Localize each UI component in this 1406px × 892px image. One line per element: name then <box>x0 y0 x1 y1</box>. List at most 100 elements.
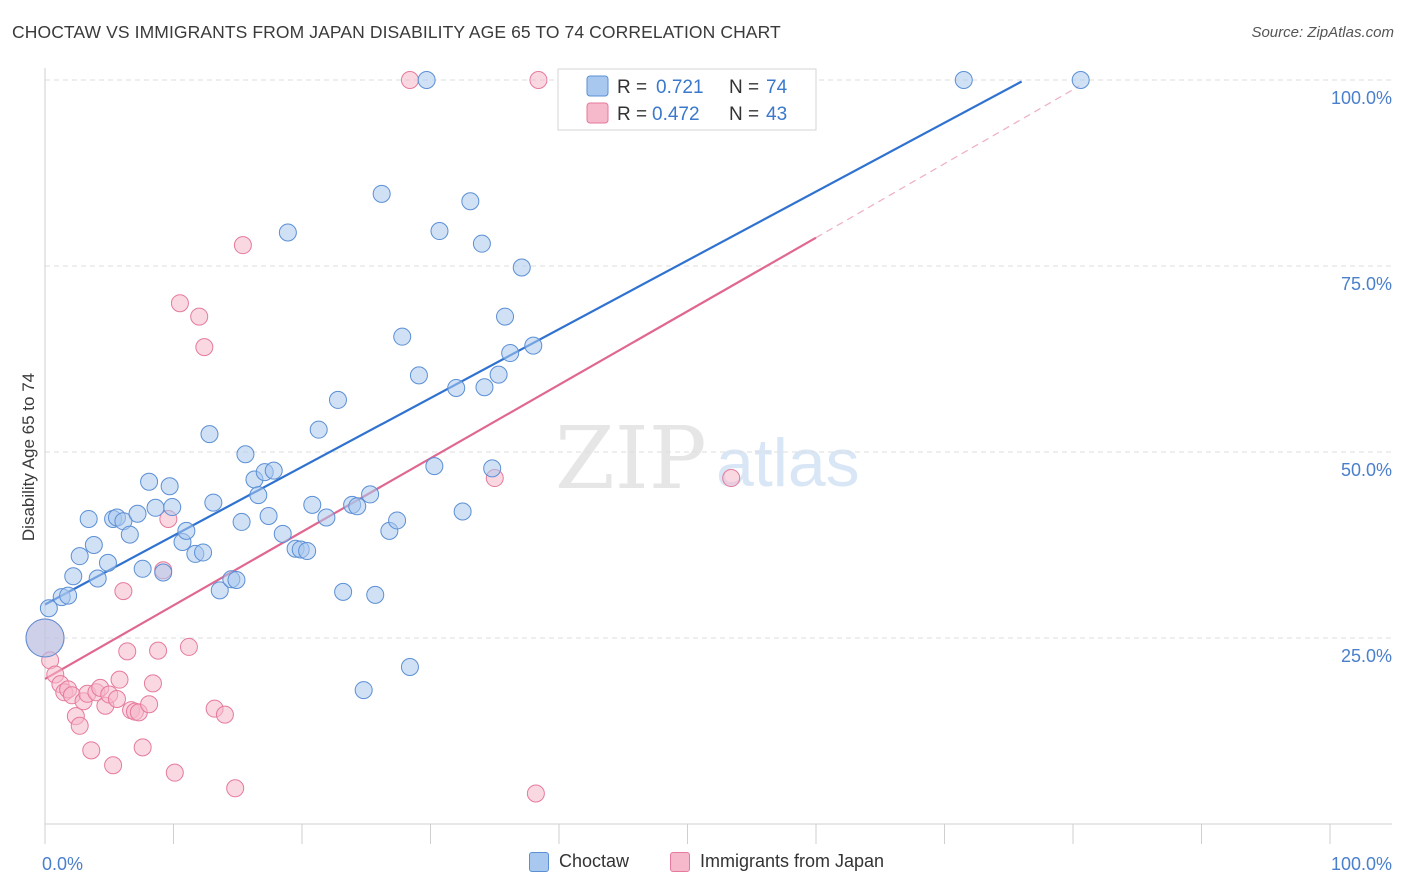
legend-r-label-1: R = <box>617 77 647 98</box>
data-points <box>25 71 1090 803</box>
source-label: Source: ZipAtlas.com <box>1251 24 1394 41</box>
choctaw-point-4 <box>59 586 78 605</box>
japan-point-34 <box>190 307 209 326</box>
japan-point-18 <box>107 690 126 709</box>
choctaw-point-25 <box>194 543 213 562</box>
japan-point-38 <box>226 779 245 798</box>
choctaw-point-15 <box>128 504 147 523</box>
choctaw-point-61 <box>430 222 449 241</box>
choctaw-point-45 <box>317 508 336 527</box>
choctaw-point-69 <box>501 344 520 363</box>
choctaw-point-72 <box>954 71 973 89</box>
legend-r-label-2: R = <box>617 104 647 125</box>
x-tick-label-max: 100.0% <box>1331 854 1392 874</box>
choctaw-point-36 <box>259 506 278 525</box>
japan-point-26 <box>140 695 159 714</box>
choctaw-point-42 <box>298 541 317 560</box>
japan-point-27 <box>143 674 162 693</box>
legend-n-label-2: N = <box>729 104 759 125</box>
choctaw-point-60 <box>425 457 444 476</box>
choctaw-point-8 <box>84 536 103 554</box>
choctaw-point-62 <box>447 379 466 398</box>
choctaw-point-31 <box>232 512 251 531</box>
choctaw-point-5 <box>64 567 83 586</box>
japan-point-17 <box>104 756 123 775</box>
japan-trend-extension <box>815 85 1080 239</box>
x-tick-label-min: 0.0% <box>42 854 83 874</box>
choctaw-point-53 <box>372 184 391 203</box>
japan-point-39 <box>233 236 252 255</box>
choctaw-point-50 <box>354 681 373 700</box>
chart-title: CHOCTAW VS IMMIGRANTS FROM JAPAN DISABIL… <box>12 22 781 42</box>
legend-r-value-1: 0.721 <box>656 77 704 98</box>
y-tick-label-3: 75.0% <box>1341 274 1392 294</box>
japan-point-33 <box>179 637 198 656</box>
legend-swatch-choctaw <box>586 75 609 97</box>
choctaw-point-74 <box>472 234 491 253</box>
choctaw-point-39 <box>278 223 297 242</box>
y-tick-label-4: 100.0% <box>1331 88 1392 108</box>
legend-n-value-1: 74 <box>766 77 788 98</box>
choctaw-point-21 <box>163 498 182 517</box>
choctaw-point-47 <box>334 582 353 601</box>
choctaw-point-16 <box>133 559 152 578</box>
choctaw-point-34 <box>249 486 268 505</box>
choctaw-point-71 <box>524 336 543 355</box>
choctaw-point-43 <box>303 495 322 514</box>
choctaw-point-70 <box>512 258 531 277</box>
legend-label-choctaw: Choctaw <box>559 851 630 871</box>
choctaw-point-17 <box>140 472 159 491</box>
y-tick-label-1: 25.0% <box>1341 646 1392 666</box>
choctaw-point-26 <box>200 425 219 444</box>
japan-point-12 <box>82 741 101 760</box>
legend-n-value-2: 43 <box>766 104 787 125</box>
choctaw-point-32 <box>236 445 255 464</box>
japan-point-28 <box>149 641 168 660</box>
japan-point-40 <box>400 71 419 89</box>
trend-lines <box>44 80 1080 680</box>
choctaw-point-37 <box>264 461 283 480</box>
grid-lines <box>45 79 1392 639</box>
japan-swatch <box>670 851 690 872</box>
choctaw-point-68 <box>496 307 515 326</box>
choctaw-point-38 <box>273 524 292 543</box>
choctaw-point-52 <box>366 585 385 604</box>
choctaw-point-56 <box>393 327 412 346</box>
legend-r-value-2: 0.472 <box>652 104 700 125</box>
choctaw-point-58 <box>409 366 428 385</box>
choctaw-point-10 <box>98 553 117 572</box>
japan-point-20 <box>114 582 133 601</box>
choctaw-point-51 <box>361 485 380 504</box>
bottom-legend: Choctaw Immigrants from Japan <box>0 851 1406 879</box>
choctaw-point-7 <box>79 509 98 528</box>
legend-item-japan[interactable]: Immigrants from Japan <box>670 851 884 872</box>
choctaw-point-30 <box>227 570 246 589</box>
choctaw-point-1 <box>25 618 65 658</box>
choctaw-point-73 <box>1071 71 1090 89</box>
choctaw-point-27 <box>204 493 223 512</box>
japan-point-9 <box>70 716 89 735</box>
choctaw-point-65 <box>475 378 494 397</box>
japan-point-21 <box>118 642 137 661</box>
y-axis-label: Disability Age 65 to 74 <box>19 373 38 541</box>
legend-label-japan: Immigrants from Japan <box>700 851 885 871</box>
watermark-zip: ZIP <box>555 409 707 509</box>
choctaw-point-66 <box>483 459 502 478</box>
choctaw-point-2 <box>39 599 58 618</box>
choctaw-point-46 <box>328 390 347 409</box>
japan-point-44 <box>722 469 741 488</box>
choctaw-swatch <box>529 851 549 872</box>
y-tick-label-2: 50.0% <box>1341 460 1392 480</box>
choctaw-point-18 <box>146 498 165 517</box>
japan-point-41 <box>529 71 548 89</box>
japan-point-32 <box>170 294 189 313</box>
japan-point-25 <box>133 738 152 757</box>
choctaw-point-57 <box>400 658 419 677</box>
legend-item-choctaw[interactable]: Choctaw <box>529 851 629 872</box>
choctaw-point-67 <box>489 365 508 384</box>
choctaw-point-20 <box>160 477 179 496</box>
watermark-atlas: atlas <box>716 425 860 501</box>
choctaw-point-14 <box>120 525 139 544</box>
choctaw-point-44 <box>309 420 328 439</box>
legend-n-label-1: N = <box>729 77 759 98</box>
